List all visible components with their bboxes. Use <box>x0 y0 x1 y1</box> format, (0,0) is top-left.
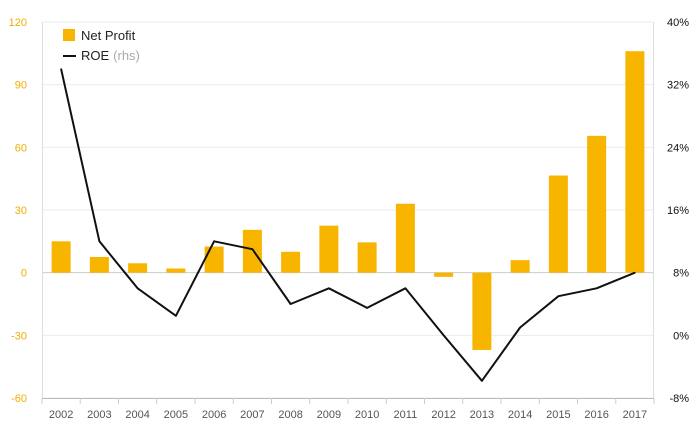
left-axis-tick-label: -30 <box>11 330 27 342</box>
roe-line-group <box>60 68 636 382</box>
net-profit-bar <box>357 242 377 273</box>
roe-point <box>404 287 407 290</box>
roe-point <box>60 68 62 70</box>
right-axis-ticks: 40% 32% 24% 16% 8% 0% -8% <box>667 17 689 405</box>
right-axis-tick-label: 0% <box>673 330 689 342</box>
x-axis-tick-label: 2002 <box>49 409 73 421</box>
net-profit-bar <box>128 263 148 273</box>
legend: Net Profit ROE (rhs) <box>63 28 140 63</box>
right-axis-tick-label: -8% <box>669 393 689 405</box>
x-axis-tick-label: 2016 <box>584 409 608 421</box>
axes <box>41 22 655 404</box>
x-axis-tick-label: 2004 <box>125 409 149 421</box>
net-profit-bars <box>51 51 645 350</box>
net-profit-bar <box>434 272 454 277</box>
x-axis-tick-label: 2013 <box>470 409 494 421</box>
x-axis-tick-label: 2006 <box>202 409 226 421</box>
net-profit-bar <box>89 257 109 273</box>
roe-point <box>481 379 483 382</box>
roe-point <box>213 240 215 243</box>
x-axis-tick-label: 2005 <box>164 409 188 421</box>
right-axis-tick-label: 32% <box>667 80 689 92</box>
roe-point <box>251 248 254 250</box>
net-profit-bar <box>587 135 607 273</box>
x-axis-tick-label: 2012 <box>431 409 455 421</box>
roe-line <box>60 68 636 382</box>
net-profit-bar <box>242 229 262 273</box>
legend-net-profit-label: Net Profit <box>81 28 136 43</box>
roe-point <box>328 287 330 290</box>
roe-point <box>519 326 521 329</box>
roe-point <box>175 314 177 317</box>
net-profit-bar <box>510 260 530 273</box>
roe-point <box>98 240 101 243</box>
right-axis-tick-label: 40% <box>667 17 689 29</box>
net-profit-bar <box>204 246 224 273</box>
x-axis-tick-label: 2003 <box>87 409 111 421</box>
right-axis-tick-label: 16% <box>667 205 689 217</box>
x-axis-tick-label: 2007 <box>240 409 264 421</box>
legend-roe-label: ROE (rhs) <box>81 48 140 63</box>
left-axis-tick-label: 0 <box>21 268 27 280</box>
net-profit-bar <box>319 225 339 273</box>
roe-point <box>595 287 598 290</box>
net-profit-bar <box>395 203 415 273</box>
roe-point <box>634 271 636 274</box>
left-axis-ticks: 120 90 60 30 0 -30 -60 <box>9 17 27 405</box>
left-axis-tick-label: -60 <box>11 393 27 405</box>
legend-net-profit-swatch <box>63 29 75 41</box>
roe-point <box>442 334 445 337</box>
net-profit-bar <box>166 268 186 273</box>
net-profit-bar <box>625 51 645 273</box>
left-axis-tick-label: 120 <box>9 17 27 29</box>
x-axis-tick-label: 2011 <box>394 409 418 421</box>
x-axis-tick-label: 2014 <box>508 409 532 421</box>
legend-roe-name: ROE <box>81 48 110 63</box>
right-axis-tick-label: 24% <box>667 142 689 154</box>
x-axis-ticks: 2002 2003 2004 2005 2006 2007 2008 2009 2010 2011… <box>49 409 647 421</box>
x-axis-tick-label: 2010 <box>355 409 379 421</box>
roe-point <box>557 295 560 297</box>
left-axis-tick-label: 60 <box>15 142 27 154</box>
right-axis-tick-label: 8% <box>673 268 689 280</box>
net-profit-bar <box>472 272 492 350</box>
net-profit-bar <box>51 241 71 273</box>
roe-point <box>136 287 139 290</box>
legend-roe-suffix: (rhs) <box>113 48 140 63</box>
roe-point <box>366 307 368 309</box>
x-axis-tick-label: 2017 <box>623 409 647 421</box>
roe-point <box>289 303 292 305</box>
x-axis-tick-label: 2008 <box>278 409 302 421</box>
left-axis-tick-label: 90 <box>15 80 27 92</box>
net-profit-bar <box>548 175 568 273</box>
left-axis-tick-label: 30 <box>15 205 27 217</box>
net-profit-bar <box>281 251 301 273</box>
x-axis-tick-label: 2015 <box>546 409 570 421</box>
x-axis-tick-label: 2009 <box>317 409 341 421</box>
